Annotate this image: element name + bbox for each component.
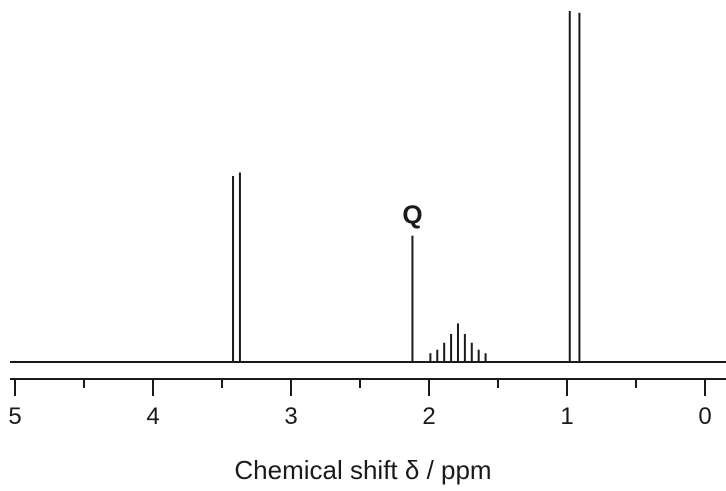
peak-annotation-label: Q	[402, 200, 422, 230]
x-axis-tick-label: 5	[8, 403, 21, 430]
x-axis-tick-label: 1	[560, 403, 573, 430]
x-axis-ticks	[14, 379, 706, 396]
peak-annotations: Q	[402, 200, 422, 230]
x-axis-tick-label: 2	[422, 403, 435, 430]
x-axis-tick-label: 4	[146, 403, 159, 430]
x-axis-tick-labels: 5 4 3 2 1 0	[8, 403, 711, 430]
x-axis-tick-label: 0	[698, 403, 711, 430]
x-axis-title: Chemical shift δ / ppm	[234, 455, 491, 485]
peaks-layer	[232, 11, 581, 362]
x-axis-tick-label: 3	[284, 403, 297, 430]
